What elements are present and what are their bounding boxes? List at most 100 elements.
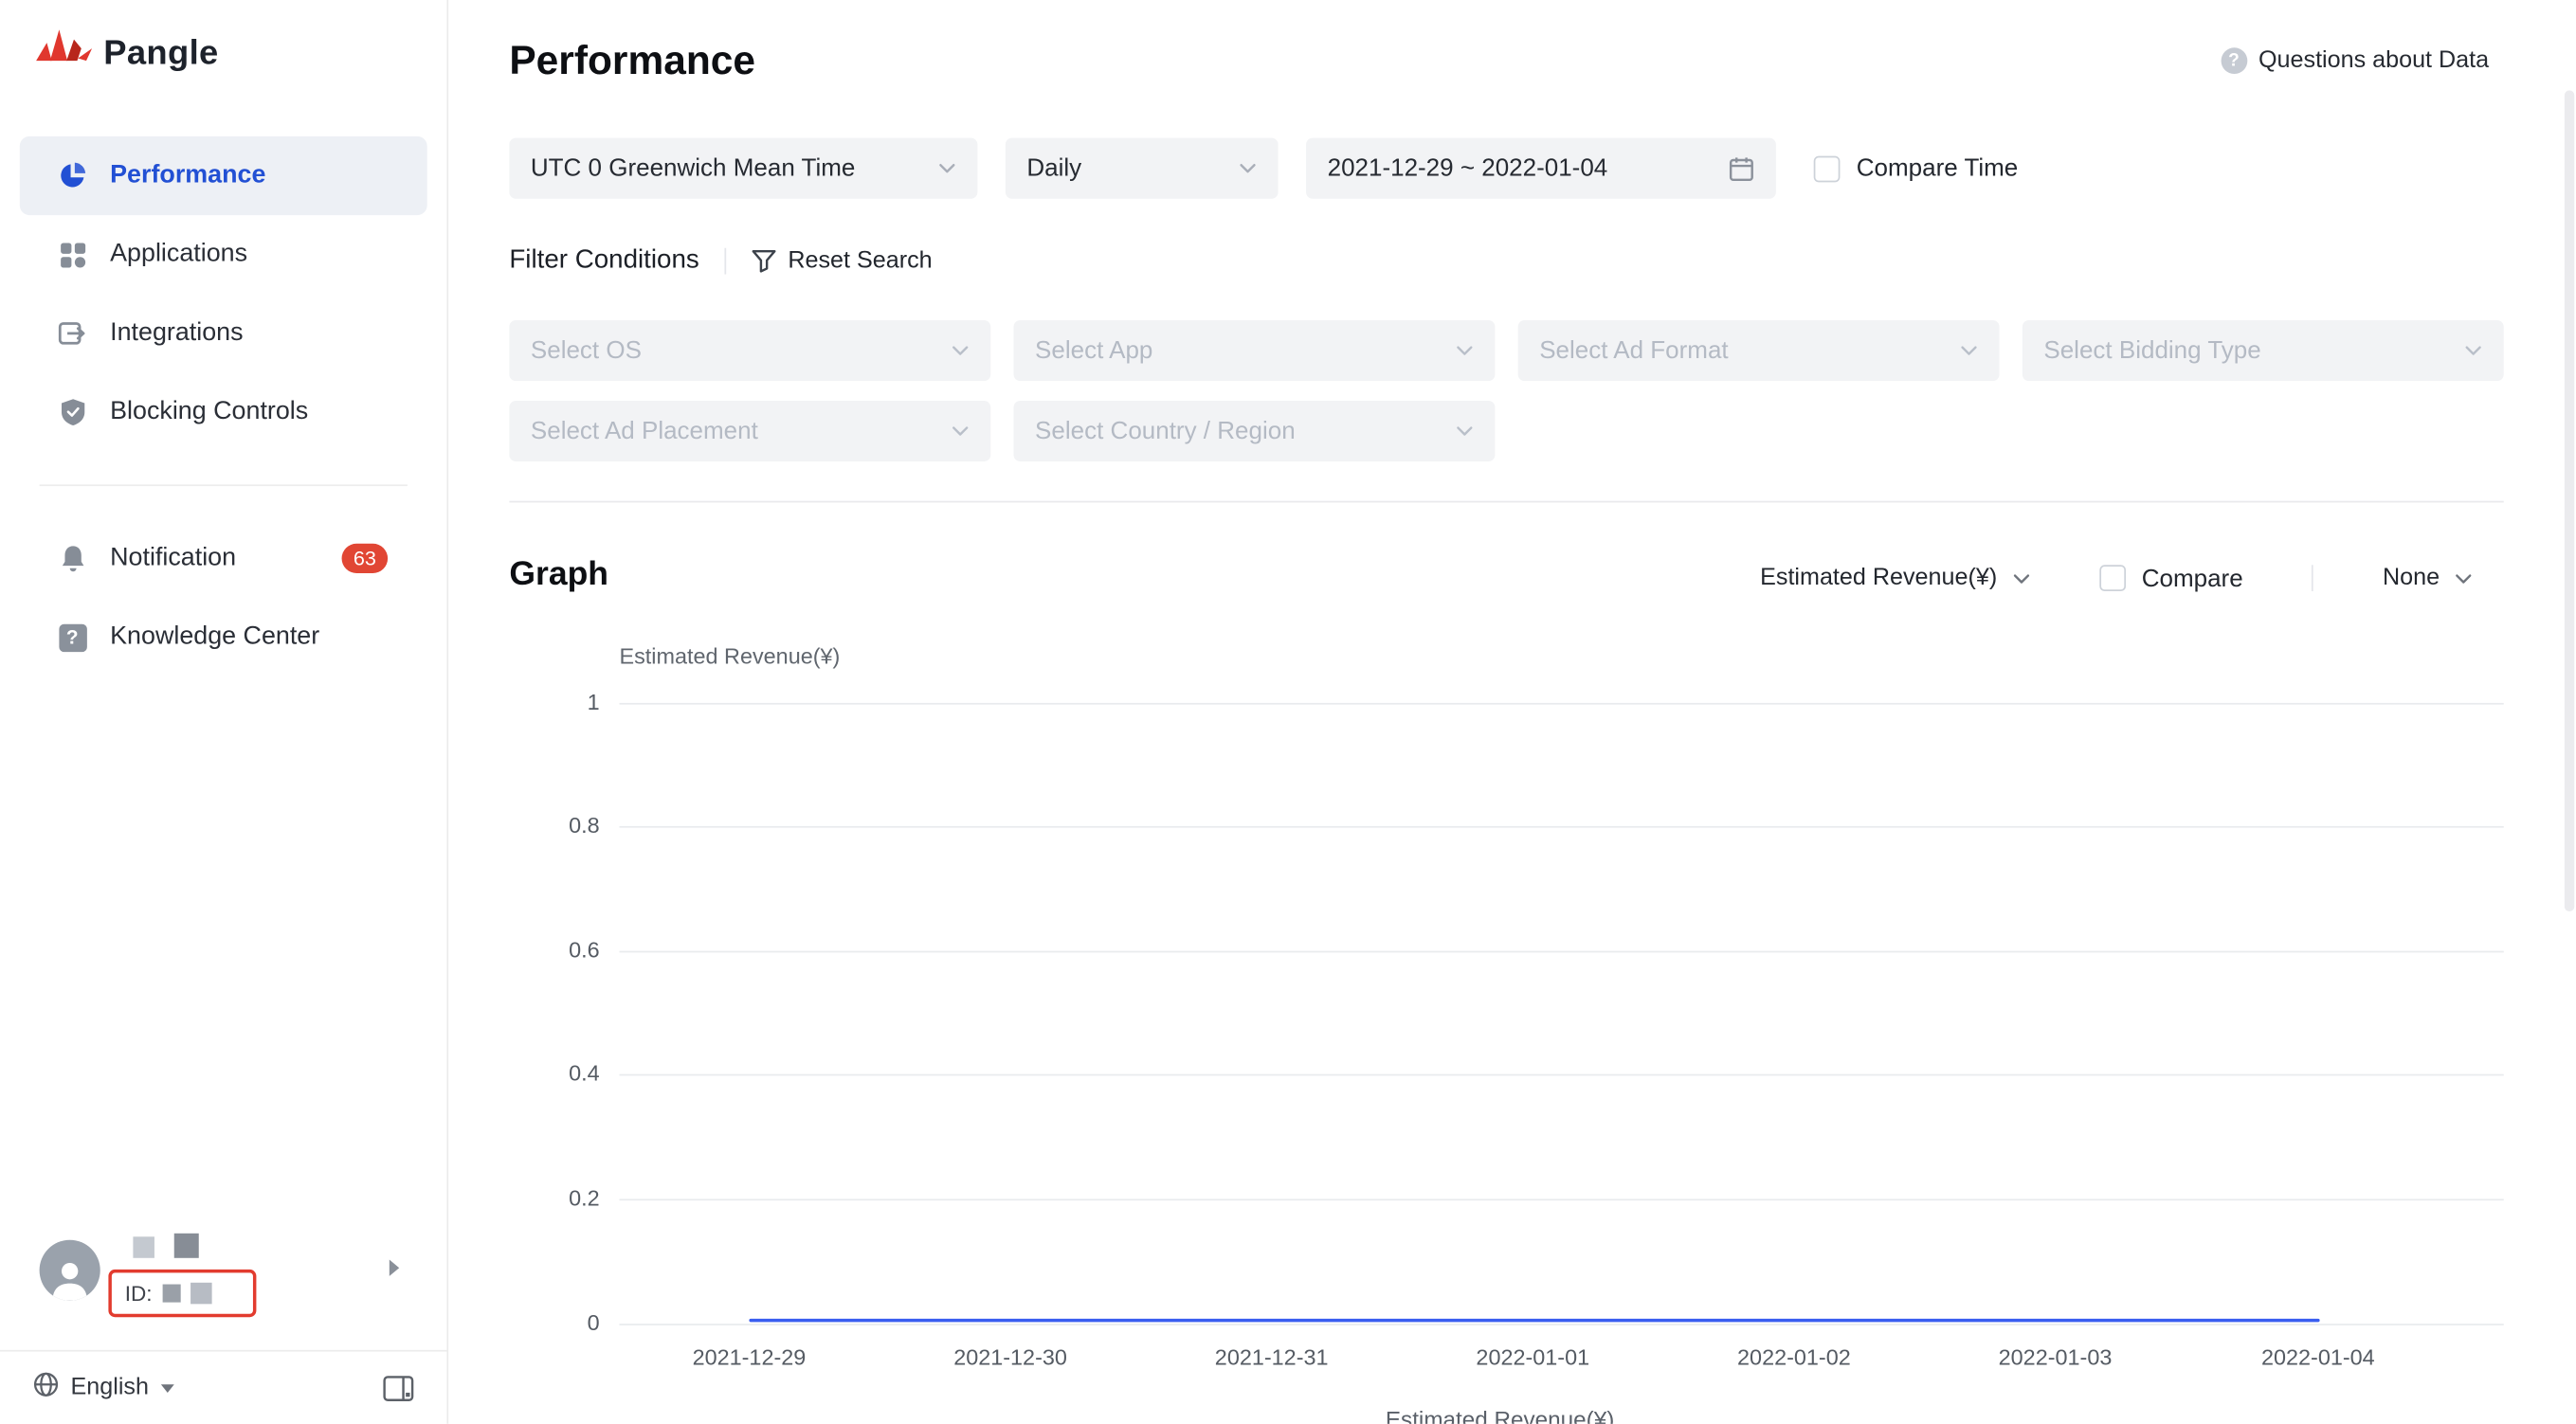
chevron-down-icon [1240,163,1256,173]
redacted-id-block [190,1282,211,1305]
redacted-username-block [133,1236,154,1258]
pangle-logo-icon [33,27,96,81]
sidebar-item-label: Notification [110,543,237,572]
redacted-username-block [173,1233,199,1258]
y-axis-title: Estimated Revenue(¥) [619,643,841,669]
secondary-metric-value: None [2383,565,2440,592]
y-tick-label: 0.6 [569,937,600,963]
sidebar-divider [39,484,408,487]
pie-chart-icon [56,159,89,192]
x-tick-label: 2022-01-04 [2260,1344,2375,1370]
select-country-region[interactable]: Select Country / Region [1013,400,1496,462]
notification-badge: 63 [341,543,389,573]
compare-checkbox[interactable] [2098,565,2126,592]
date-range-value: 2021-12-29 ~ 2022-01-04 [1327,153,1608,183]
reset-filter-icon [751,249,775,273]
compare-label: Compare [2141,564,2243,592]
chevron-down-icon [1457,426,1473,436]
vertical-divider [723,247,726,275]
sidebar: Pangle Performance [0,0,449,1424]
sidebar-item-label: Applications [110,240,248,268]
sidebar-item-integrations[interactable]: Integrations [20,294,427,372]
expand-account-chevron-icon[interactable] [389,1259,400,1276]
user-id-label: ID: [124,1281,153,1307]
x-tick-label: 2021-12-30 [953,1344,1067,1370]
select-bidding-type[interactable]: Select Bidding Type [2022,320,2504,382]
sidebar-item-performance[interactable]: Performance [19,135,427,216]
x-tick-label: 2022-01-02 [1737,1344,1851,1370]
main-content: Performance ? Questions about Data UTC 0… [448,0,2576,1424]
chevron-down-icon [952,426,969,436]
chevron-down-icon [1961,346,1977,355]
chevron-down-icon [952,346,969,355]
compare-time-group: Compare Time [1813,153,2019,183]
chevron-down-icon [1457,346,1473,355]
select-ad-format[interactable]: Select Ad Format [1517,320,2000,382]
chevron-down-icon [2465,346,2481,355]
user-avatar-icon [39,1239,100,1301]
sidebar-item-notification[interactable]: Notification 63 [20,519,427,598]
grid-apps-icon [56,238,89,271]
gridline [619,950,2504,953]
gridline [619,1073,2504,1076]
reset-search-label: Reset Search [788,247,933,275]
x-tick-label: 2022-01-01 [1476,1344,1590,1370]
sidebar-item-applications[interactable]: Applications [20,215,427,294]
filter-conditions-title: Filter Conditions [509,246,699,275]
compare-time-checkbox[interactable] [1813,154,1841,182]
help-link-label: Questions about Data [2258,47,2490,75]
language-label: English [70,1374,149,1401]
language-selector[interactable]: English [33,1371,173,1405]
redacted-id-block [161,1284,181,1303]
granularity-value: Daily [1026,153,1082,183]
select-ad-placement[interactable]: Select Ad Placement [509,400,991,462]
reset-search-button[interactable]: Reset Search [750,247,933,275]
help-circle-icon: ? [2221,47,2247,75]
collapse-sidebar-button[interactable] [383,1374,414,1401]
page-title: Performance [509,39,756,84]
compare-time-label: Compare Time [1856,153,2019,183]
graph-section-title: Graph [509,554,609,593]
secondary-metric-dropdown[interactable]: None [2383,565,2473,591]
revenue-line-chart: Estimated Revenue(¥) 1 0.8 0.6 0.4 0.2 0… [448,0,2576,1424]
sidebar-item-knowledge-center[interactable]: ? Knowledge Center [20,598,427,676]
brand-name: Pangle [103,33,219,72]
integration-arrow-icon [56,317,89,351]
timezone-select[interactable]: UTC 0 Greenwich Mean Time [509,137,978,199]
globe-icon [33,1371,60,1405]
select-os[interactable]: Select OS [509,320,991,382]
sidebar-footer: English [0,1349,447,1424]
top-filter-row: UTC 0 Greenwich Mean Time Daily 2021-12-… [509,137,2019,199]
y-tick-label: 0.2 [569,1185,600,1211]
gridline [619,702,2504,705]
metric-dropdown[interactable]: Estimated Revenue(¥) [1760,565,2030,591]
sidebar-item-label: Knowledge Center [110,622,320,651]
caret-down-icon [160,1384,173,1393]
chevron-down-icon [2013,573,2029,583]
questions-about-data-link[interactable]: ? Questions about Data [2221,47,2490,75]
sidebar-item-blocking-controls[interactable]: Blocking Controls [20,372,427,451]
revenue-series-line [749,1318,2320,1323]
gridline [619,1324,2504,1325]
select-app[interactable]: Select App [1013,320,1496,382]
vertical-divider [2312,565,2314,592]
vertical-scrollbar[interactable] [2564,90,2575,912]
filter-selects-grid: Select OS Select App Select Ad Format Se… [509,320,2504,462]
x-tick-label: 2021-12-29 [692,1344,807,1370]
date-range-picker[interactable]: 2021-12-29 ~ 2022-01-04 [1306,137,1776,199]
y-tick-label: 0.8 [569,813,600,838]
filter-conditions-row: Filter Conditions Reset Search [509,246,933,276]
chevron-down-icon [939,163,955,173]
calendar-icon [1729,156,1753,181]
pangle-logo[interactable]: Pangle [33,27,219,81]
granularity-select[interactable]: Daily [1005,137,1279,199]
x-tick-label: 2021-12-31 [1214,1344,1329,1370]
sidebar-item-label: Integrations [110,318,244,347]
sidebar-item-label: Performance [110,160,266,189]
section-divider [509,500,2504,503]
y-tick-label: 1 [587,690,600,715]
sidebar-nav: Performance Applications [0,135,446,676]
gridline [619,1199,2504,1201]
legend-item-estimated-revenue[interactable]: Estimated Revenue(¥) [1385,1405,1615,1424]
